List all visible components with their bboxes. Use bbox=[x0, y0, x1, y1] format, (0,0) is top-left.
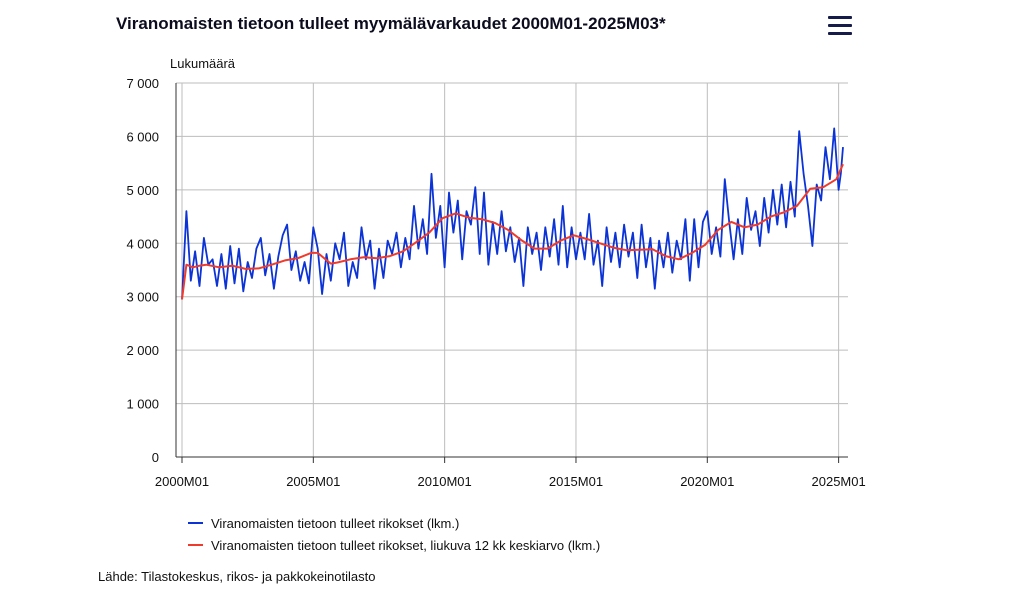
x-tick-label: 2005M01 bbox=[286, 474, 340, 489]
series-line-monthly bbox=[181, 127, 844, 300]
grid-lines bbox=[176, 82, 848, 457]
legend-swatch-monthly bbox=[188, 522, 203, 524]
x-tick-label: 2000M01 bbox=[155, 474, 209, 489]
legend-item-moving-average: Viranomaisten tietoon tulleet rikokset, … bbox=[188, 534, 600, 556]
legend: Viranomaisten tietoon tulleet rikokset (… bbox=[188, 512, 600, 556]
y-tick-label: 1 000 bbox=[126, 397, 159, 412]
source-note: Lähde: Tilastokeskus, rikos- ja pakkokei… bbox=[98, 569, 376, 584]
y-tick-label: 5 000 bbox=[126, 183, 159, 198]
chart-title: Viranomaisten tietoon tulleet myymälävar… bbox=[116, 14, 666, 33]
y-axis-label: Lukumäärä bbox=[170, 56, 236, 71]
x-tick-label: 2015M01 bbox=[549, 474, 603, 489]
series-lines bbox=[181, 127, 844, 300]
legend-item-monthly: Viranomaisten tietoon tulleet rikokset (… bbox=[188, 512, 600, 534]
y-tick-label: 4 000 bbox=[126, 236, 159, 251]
x-tick-label: 2010M01 bbox=[418, 474, 472, 489]
x-tick-label: 2025M01 bbox=[812, 474, 866, 489]
legend-label-monthly: Viranomaisten tietoon tulleet rikokset (… bbox=[211, 515, 460, 531]
legend-swatch-moving-average bbox=[188, 544, 203, 546]
axes: 0 1 000 2 000 3 000 4 000 5 000 6 000 7 000 2000… bbox=[126, 76, 865, 489]
legend-label-moving-average: Viranomaisten tietoon tulleet rikokset, … bbox=[211, 537, 601, 553]
y-tick-label: 0 bbox=[152, 450, 159, 465]
x-tick-label: 2020M01 bbox=[680, 474, 734, 489]
hamburger-menu-icon[interactable] bbox=[826, 14, 854, 38]
y-tick-label: 2 000 bbox=[126, 343, 159, 358]
y-tick-label: 6 000 bbox=[126, 129, 159, 144]
y-tick-label: 3 000 bbox=[126, 290, 159, 305]
y-tick-label: 7 000 bbox=[126, 76, 159, 91]
series-line-moving-average bbox=[181, 163, 844, 300]
